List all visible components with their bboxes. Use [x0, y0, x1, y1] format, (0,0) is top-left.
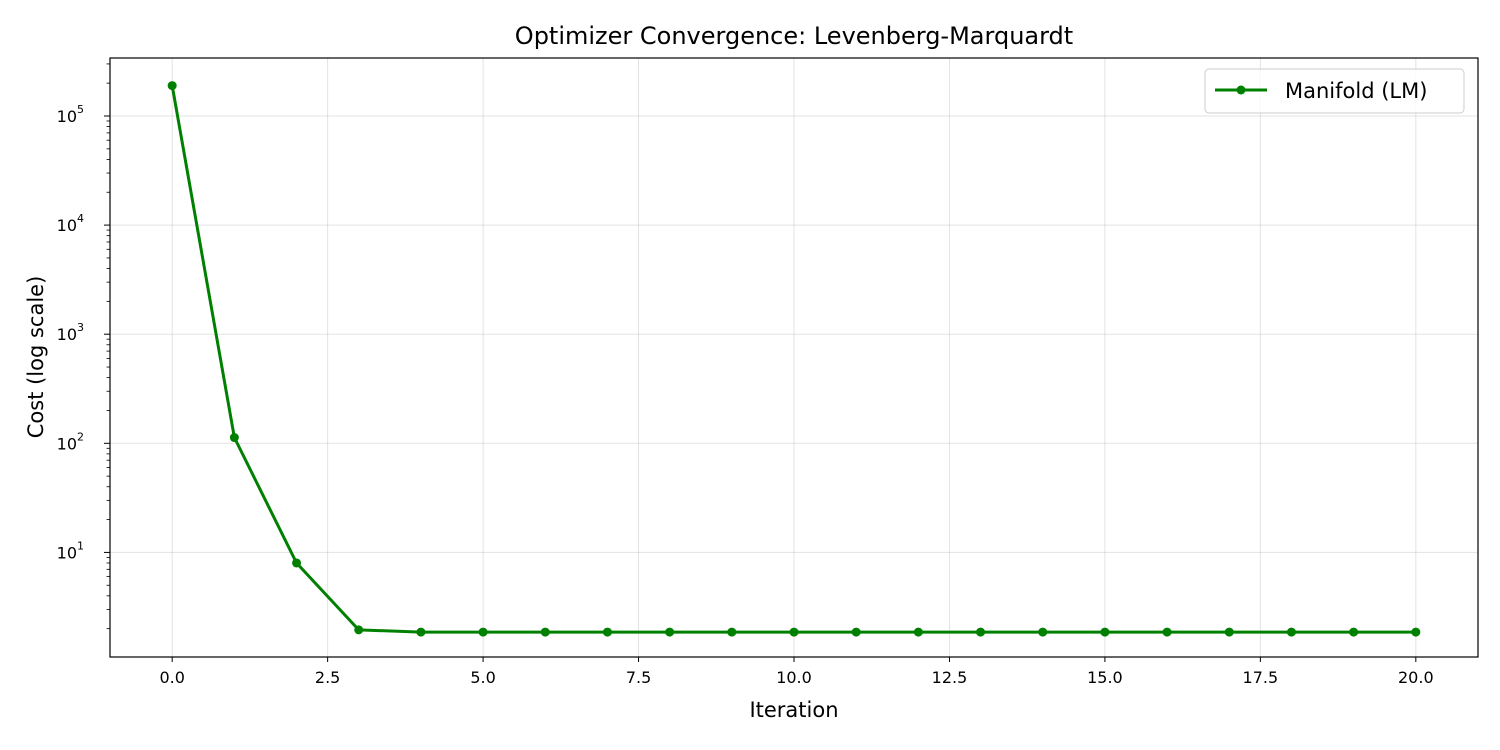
data-point — [229, 433, 239, 443]
data-point — [1224, 627, 1234, 637]
x-tick-label: 12.5 — [932, 668, 968, 687]
data-point — [1038, 627, 1048, 637]
y-tick-label: 10 — [57, 434, 77, 453]
y-tick-label: 10 — [57, 107, 77, 126]
y-axis-label: Cost (log scale) — [24, 276, 48, 439]
legend: Manifold (LM) — [1204, 68, 1465, 114]
data-point — [1162, 627, 1172, 637]
data-point — [354, 625, 364, 635]
data-point — [540, 627, 550, 637]
y-tick-label: 10 — [57, 543, 77, 562]
y-tick-exponent: 2 — [77, 430, 84, 443]
chart-title: Optimizer Convergence: Levenberg-Marquar… — [515, 22, 1073, 50]
y-tick-exponent: 3 — [77, 321, 84, 334]
data-point — [789, 627, 799, 637]
data-point — [976, 627, 986, 637]
x-tick-label: 20.0 — [1398, 668, 1434, 687]
x-axis-ticks: 0.0 2.5 5.0 7.5 10.0 12.5 15.0 17.5 20.0 — [159, 657, 1434, 687]
y-tick-exponent: 5 — [77, 103, 84, 116]
data-point — [727, 627, 737, 637]
x-tick-label: 2.5 — [315, 668, 340, 687]
data-point — [1411, 627, 1421, 637]
x-tick-label: 0.0 — [159, 668, 184, 687]
x-tick-label: 5.0 — [470, 668, 495, 687]
y-tick-exponent: 1 — [77, 539, 84, 552]
x-tick-label: 17.5 — [1243, 668, 1279, 687]
y-tick-exponent: 4 — [77, 212, 84, 225]
data-point — [1100, 627, 1110, 637]
x-tick-label: 7.5 — [626, 668, 651, 687]
x-axis-label: Iteration — [749, 698, 838, 722]
x-tick-label: 15.0 — [1087, 668, 1123, 687]
data-point — [665, 627, 675, 637]
legend-label: Manifold (LM) — [1285, 79, 1427, 103]
data-point — [416, 627, 426, 637]
data-point — [478, 627, 488, 637]
legend-marker — [1236, 85, 1246, 95]
data-point — [851, 627, 861, 637]
data-point — [167, 81, 177, 91]
data-point — [292, 558, 302, 568]
y-tick-label: 10 — [57, 325, 77, 344]
legend-box — [1204, 68, 1465, 114]
x-tick-label: 10.0 — [776, 668, 812, 687]
grid-lines — [110, 58, 1478, 657]
data-point — [913, 627, 923, 637]
y-tick-label: 10 — [57, 216, 77, 235]
data-point — [602, 627, 612, 637]
data-point — [1349, 627, 1359, 637]
series-layer — [167, 81, 1421, 637]
data-point — [1286, 627, 1296, 637]
